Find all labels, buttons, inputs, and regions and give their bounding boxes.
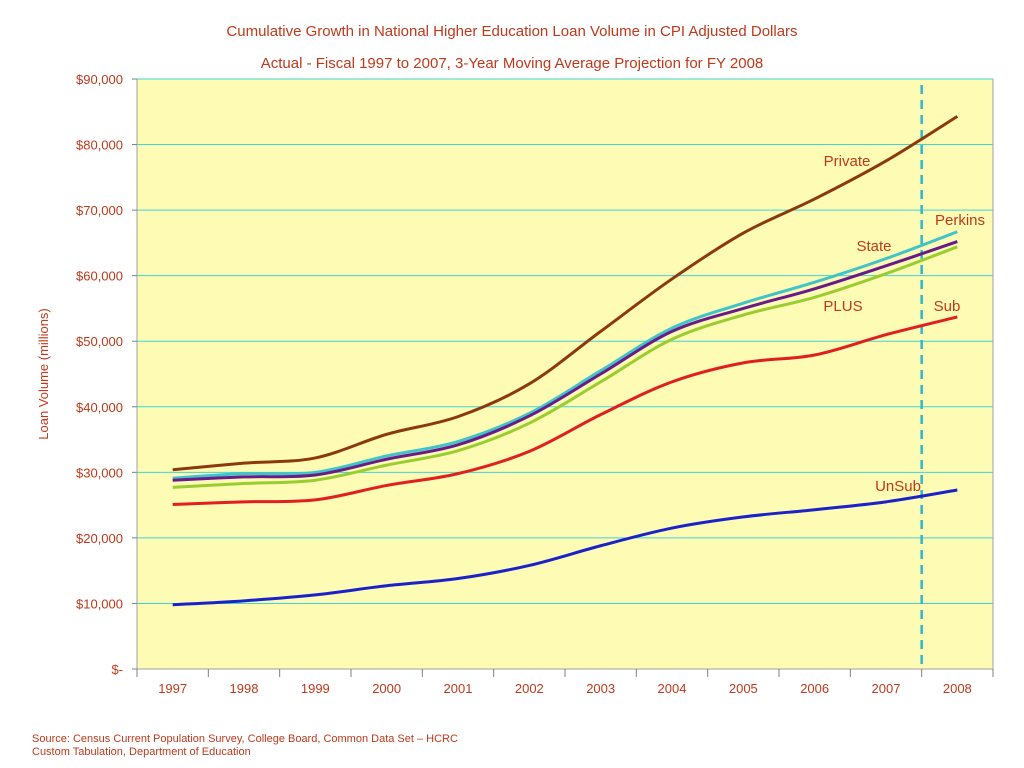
x-tick-label: 2007 [872,681,901,696]
y-tick-label: $20,000 [76,531,123,546]
y-tick-label: $- [111,662,123,677]
series-label-unsub: UnSub [875,478,921,495]
series-label-state: State [856,238,891,255]
x-tick-label: 2005 [729,681,758,696]
y-tick-label: $90,000 [76,72,123,87]
plot-area [136,78,994,670]
x-tick-label: 2008 [943,681,972,696]
series-line-state [172,240,958,482]
x-tick-label: 2006 [800,681,829,696]
y-tick-label: $50,000 [76,334,123,349]
x-tick-label: 1998 [230,681,259,696]
series-line-unsub [172,488,958,607]
series-line-perkins [172,230,958,480]
y-tick-label: $10,000 [76,596,123,611]
x-tick-label: 2000 [372,681,401,696]
y-tick-label: $80,000 [76,138,123,153]
y-axis-label: Loan Volume (millions) [36,308,51,440]
series-label-private: Private [824,153,871,170]
x-tick-label: 2004 [658,681,687,696]
chart-title: Cumulative Growth in National Higher Edu… [226,23,798,40]
x-tick-label: 1997 [158,681,187,696]
series-line-private [172,115,959,472]
series-label-perkins: Perkins [935,212,985,229]
x-tick-label: 2001 [444,681,473,696]
source-note: Source: Census Current Population Survey… [32,733,458,759]
chart-subtitle: Actual - Fiscal 1997 to 2007, 3-Year Mov… [260,55,764,72]
x-tick-label: 2002 [515,681,544,696]
y-tick-label: $60,000 [76,269,123,284]
x-tick-label: 2003 [586,681,615,696]
y-tick-label: $30,000 [76,465,123,480]
y-tick-label: $70,000 [76,203,123,218]
series-label-plus: PLUS [823,298,862,315]
source-line-1: Source: Census Current Population Survey… [32,733,458,745]
series-line-plus [172,245,958,489]
y-tick-label: $40,000 [76,400,123,415]
x-tick-label: 1999 [301,681,330,696]
series-label-sub: Sub [934,298,961,315]
source-line-2: Custom Tabulation, Department of Educati… [32,746,251,758]
series-line-sub [172,315,958,506]
